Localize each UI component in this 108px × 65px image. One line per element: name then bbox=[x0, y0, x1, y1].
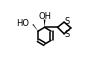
Text: S: S bbox=[65, 30, 70, 39]
Text: OH: OH bbox=[38, 12, 51, 21]
Text: S: S bbox=[65, 17, 70, 26]
Polygon shape bbox=[44, 20, 45, 27]
Text: HO: HO bbox=[16, 19, 29, 28]
